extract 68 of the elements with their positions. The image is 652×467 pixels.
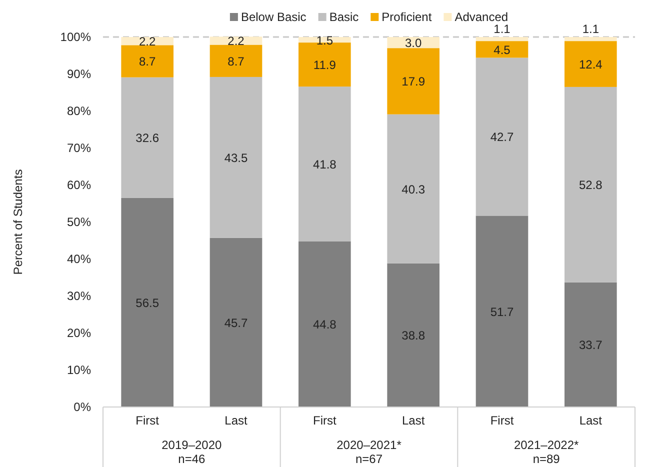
y-tick-label: 50%	[66, 214, 92, 229]
x-tick-label: First	[313, 414, 337, 428]
bar	[210, 44, 262, 77]
x-tick-label: First	[136, 414, 160, 428]
bar	[476, 37, 528, 42]
bar	[564, 41, 617, 87]
data-label: 8.7	[138, 54, 156, 69]
y-tick-label: 30%	[66, 288, 92, 303]
x-tick-label: Last	[402, 414, 426, 428]
x-tick-label: Last	[579, 414, 603, 428]
data-label: 1.1	[494, 22, 511, 36]
data-label: 12.4	[578, 58, 603, 72]
y-tick-label: 0%	[74, 400, 92, 414]
data-label: 43.5	[224, 150, 248, 165]
bar	[564, 37, 617, 42]
bar	[210, 238, 262, 407]
bar	[210, 36, 262, 45]
legend-label: Below Basic	[240, 10, 306, 24]
legend-label: Advanced	[454, 10, 508, 24]
x-tick-label: First	[490, 414, 514, 428]
y-tick-label: 20%	[66, 326, 92, 340]
bar	[387, 263, 440, 407]
bar	[298, 241, 351, 407]
text: 2020–2021* n=67	[336, 438, 402, 466]
bar	[564, 282, 617, 407]
data-label: 40.3	[402, 182, 426, 196]
data-label: 32.6	[136, 131, 160, 146]
bar	[476, 216, 528, 407]
data-label: 8.7	[228, 54, 245, 68]
data-label: 45.7	[224, 316, 248, 330]
legend-label: Proficient	[382, 10, 432, 24]
bar	[387, 114, 440, 264]
bar	[476, 58, 528, 216]
bar	[298, 86, 351, 242]
legend-label: Basic	[329, 10, 359, 24]
bar	[476, 41, 528, 58]
bar	[387, 48, 440, 114]
data-label: 4.5	[494, 42, 511, 57]
y-tick-label: 80%	[66, 104, 92, 118]
x-tick-label: Last	[224, 414, 248, 428]
data-label: 38.8	[402, 328, 426, 343]
data-label: 44.8	[312, 318, 337, 332]
y-tick-label: 40%	[66, 252, 92, 266]
y-tick-label: 70%	[66, 140, 92, 155]
data-label: 3.0	[404, 36, 422, 50]
bar	[210, 76, 262, 238]
data-label: 11.9	[313, 58, 336, 72]
data-label: 17.9	[402, 74, 426, 89]
bar	[121, 198, 174, 407]
data-label: 33.7	[578, 338, 603, 352]
y-tick-label: 10%	[66, 362, 92, 377]
bar	[564, 86, 617, 282]
data-label: 2.2	[138, 34, 156, 49]
text: 2021–2022* n=89	[514, 438, 580, 466]
data-label: 1.1	[582, 22, 600, 36]
y-tick-label: 90%	[66, 66, 92, 81]
data-label: 2.2	[228, 34, 245, 48]
bar	[121, 45, 174, 78]
y-axis-title: Percent of Students	[11, 169, 25, 275]
data-label: 51.7	[490, 304, 514, 319]
text: 2019–2020 n=46	[162, 438, 222, 466]
data-label: 42.7	[490, 130, 514, 144]
data-label: 56.5	[136, 296, 160, 310]
data-label: 52.8	[578, 178, 603, 192]
data-label: 41.8	[312, 157, 337, 172]
y-tick-label: 100%	[60, 30, 92, 44]
bar	[121, 77, 174, 198]
y-tick-label: 60%	[66, 178, 92, 192]
